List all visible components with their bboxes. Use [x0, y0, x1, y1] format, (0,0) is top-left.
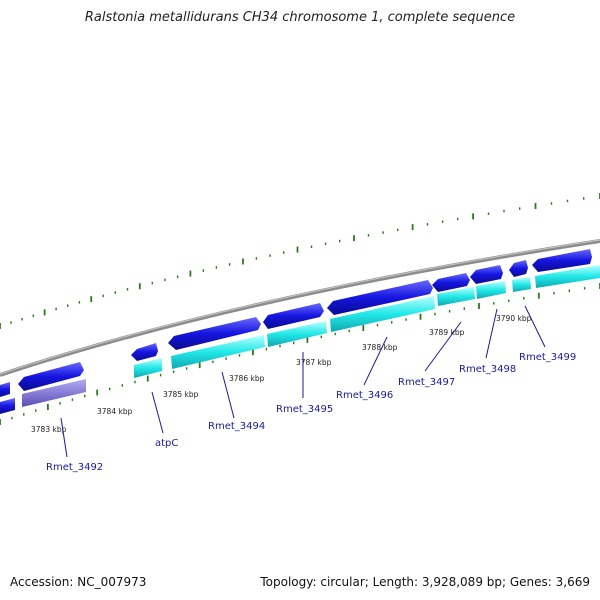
gene-label-rmet-3494[interactable]: Rmet_3494: [208, 421, 265, 432]
scale-label: 3785 kbp: [163, 390, 199, 399]
scale-label: 3784 kbp: [97, 407, 133, 416]
scale-label: 3786 kbp: [229, 374, 265, 383]
gene-label-rmet-3497[interactable]: Rmet_3497: [398, 377, 455, 388]
cds-feature[interactable]: [131, 343, 158, 361]
gene-feature[interactable]: [134, 358, 162, 378]
gene-label-atpc[interactable]: atpC: [155, 438, 178, 449]
gene-feature[interactable]: [330, 296, 435, 332]
gene-labels: Rmet_3492 atpC Rmet_3494 Rmet_3495 Rmet_…: [46, 352, 576, 473]
scale-label: 3787 kbp: [296, 358, 332, 367]
gene-label-rmet-3499[interactable]: Rmet_3499: [519, 352, 576, 363]
map-title: Ralstonia metallidurans CH34 chromosome …: [84, 10, 516, 25]
summary-text: Topology: circular; Length: 3,928,089 bp…: [260, 575, 590, 589]
gene-label-rmet-3498[interactable]: Rmet_3498: [459, 364, 516, 375]
cds-feature[interactable]: [168, 317, 261, 350]
gene-feature[interactable]: [437, 287, 475, 306]
accession-text: Accession: NC_007973: [10, 575, 147, 589]
gene-label-rmet-3495[interactable]: Rmet_3495: [276, 404, 333, 415]
inner-ticks: [0, 283, 600, 425]
gene-feature[interactable]: [171, 335, 265, 369]
chromosome-backbone: [0, 239, 600, 377]
scale-label: 3789 kbp: [429, 328, 465, 337]
cds-feature[interactable]: [0, 382, 10, 397]
cds-feature[interactable]: [532, 249, 592, 272]
gene-feature[interactable]: [512, 277, 531, 292]
cds-feature[interactable]: [327, 280, 433, 315]
scale-label: 3783 kbp: [31, 425, 67, 434]
gene-label-rmet-3496[interactable]: Rmet_3496: [336, 390, 393, 401]
cds-feature[interactable]: [470, 265, 503, 284]
scale-label: 3790 kbp: [496, 314, 532, 323]
gene-feature[interactable]: [476, 281, 506, 299]
cds-feature[interactable]: [0, 398, 15, 414]
gene-label-rmet-3492[interactable]: Rmet_3492: [46, 462, 103, 473]
cds-feature[interactable]: [18, 362, 84, 391]
rna-feature[interactable]: [22, 379, 86, 407]
cds-feature[interactable]: [263, 303, 324, 329]
gene-feature[interactable]: [535, 265, 600, 288]
gc-content-ticks: [0, 193, 600, 329]
cds-feature[interactable]: [509, 260, 528, 277]
scale-labels: 3783 kbp 3784 kbp 3785 kbp 3786 kbp 3787…: [31, 314, 532, 434]
label-leader-lines: [60, 305, 546, 458]
chromosome-backbone-highlight: [0, 239, 600, 375]
gene-feature[interactable]: [267, 321, 327, 347]
cds-feature[interactable]: [432, 273, 470, 292]
scale-label: 3788 kbp: [362, 343, 398, 352]
